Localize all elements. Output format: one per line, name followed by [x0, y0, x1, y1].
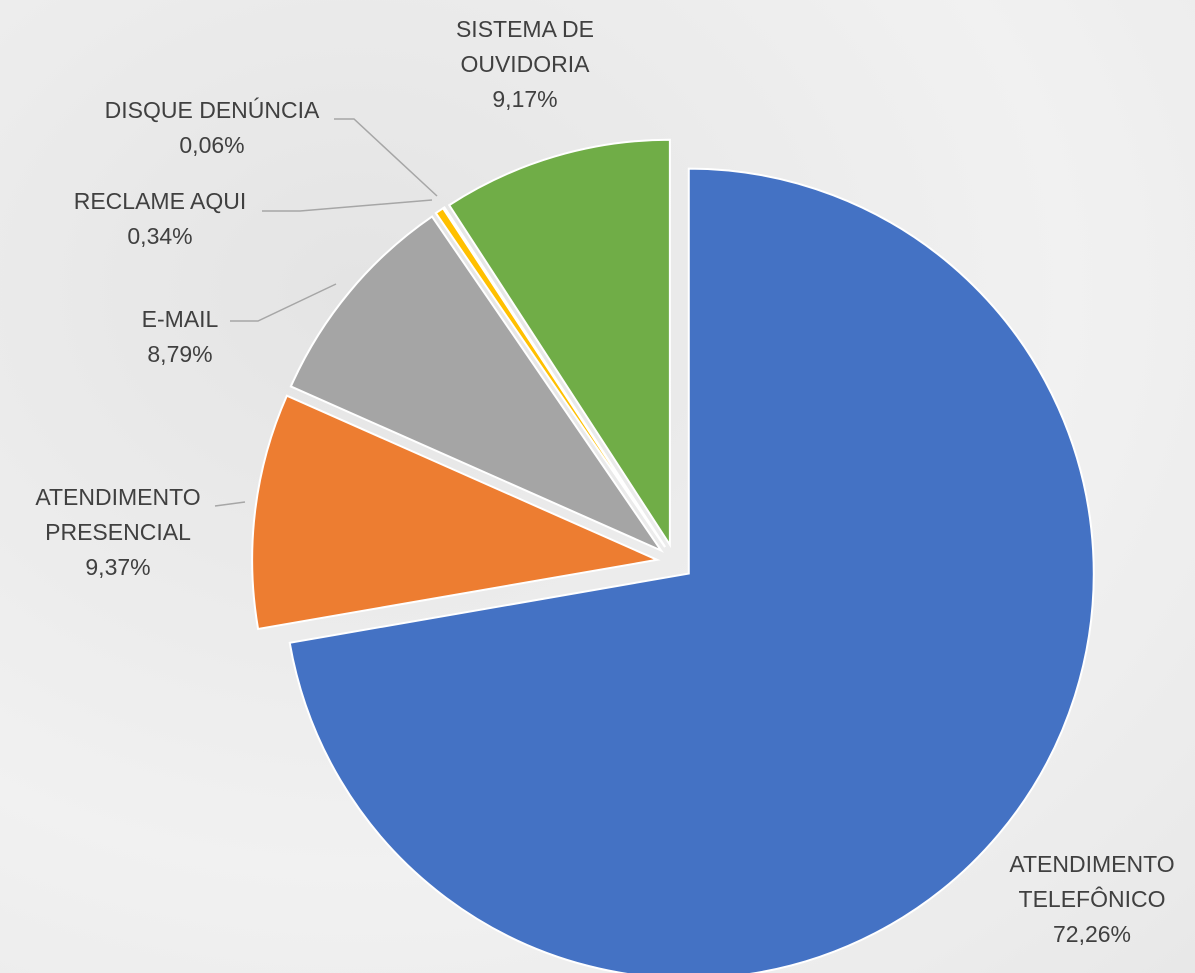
leader-line	[230, 283, 337, 322]
category-label: RECLAME AQUI	[73, 188, 247, 214]
data-label: ATENDIMENTO TELEFÔNICO 72,26%	[992, 847, 1192, 952]
data-label: SISTEMA DE OUVIDORIA 9,17%	[440, 12, 610, 117]
pie-slice	[441, 205, 667, 548]
value-label: 0,34%	[127, 223, 193, 249]
pie-slice	[251, 394, 661, 631]
category-label: ATENDIMENTO TELEFÔNICO	[1009, 851, 1175, 912]
data-label: ATENDIMENTO PRESENCIAL 9,37%	[13, 480, 223, 585]
leader-line	[334, 118, 438, 197]
leader-lines	[214, 118, 438, 507]
data-label: E-MAIL 8,79%	[142, 302, 219, 372]
pie-slice	[288, 167, 1095, 973]
category-label: ATENDIMENTO PRESENCIAL	[35, 484, 201, 545]
value-label: 0,06%	[179, 132, 245, 158]
data-label: DISQUE DENÚNCIA 0,06%	[105, 93, 320, 163]
value-label: 9,17%	[492, 86, 558, 112]
value-label: 9,37%	[85, 554, 151, 580]
category-label: DISQUE DENÚNCIA	[104, 97, 320, 123]
category-label: SISTEMA DE OUVIDORIA	[455, 16, 595, 77]
data-label: RECLAME AQUI 0,34%	[74, 184, 247, 254]
pie-slice	[447, 138, 671, 549]
pie-slice	[289, 215, 664, 553]
value-label: 8,79%	[147, 341, 213, 367]
value-label: 72,26%	[1052, 921, 1131, 947]
leader-line	[214, 501, 246, 507]
category-label: E-MAIL	[141, 306, 219, 332]
leader-line	[262, 199, 433, 212]
